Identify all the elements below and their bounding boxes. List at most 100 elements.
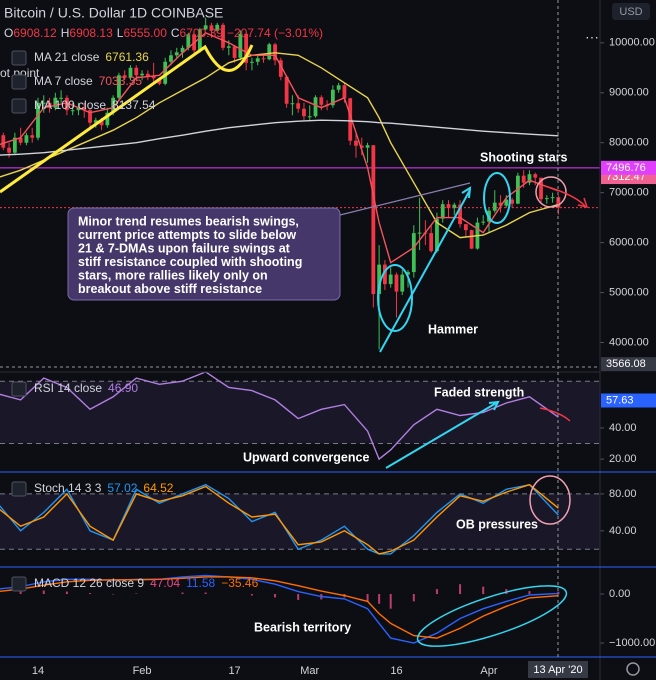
legend-name: MA 100 close xyxy=(34,98,106,112)
legend-name: MA 7 close xyxy=(34,74,93,88)
annotation: Hammer xyxy=(428,322,478,336)
histogram-bar xyxy=(204,592,207,595)
candle-body xyxy=(435,218,439,252)
ohlc-value: 6908.13 xyxy=(69,26,113,40)
legend-icon xyxy=(11,50,27,66)
series-line xyxy=(0,483,559,555)
candle-body xyxy=(128,67,133,78)
candle-body xyxy=(59,97,64,99)
legend-value: −35.46 xyxy=(221,576,258,590)
candle-body xyxy=(238,33,243,58)
candle-body xyxy=(41,102,46,104)
price-tag-label: 3566.08 xyxy=(606,358,646,370)
legend-icon xyxy=(11,98,27,114)
highlight-ellipse xyxy=(416,585,568,647)
candle-body xyxy=(122,75,127,78)
candle-body xyxy=(111,97,116,113)
histogram-bar xyxy=(366,594,369,602)
series-line xyxy=(0,483,559,555)
candle-body xyxy=(47,102,52,108)
candle-body xyxy=(359,145,364,148)
histogram-bar xyxy=(89,593,92,595)
candle-body xyxy=(383,264,387,285)
indicator-legend: Stoch 14 3 3 57.02 64.52 xyxy=(34,481,174,495)
legend-icon xyxy=(11,576,27,592)
highlight-ellipse xyxy=(483,172,511,224)
series-line xyxy=(0,574,559,644)
x-tick-label: Feb xyxy=(133,665,152,677)
legend-value: 57.02 xyxy=(107,481,137,495)
candle-body xyxy=(342,85,347,99)
date-tag xyxy=(528,661,588,678)
annotation: Upward convergence xyxy=(243,450,369,464)
annotation: Faded strength xyxy=(434,385,524,399)
candle-body xyxy=(446,204,451,209)
candle-body xyxy=(521,175,526,183)
candle-body xyxy=(221,24,225,48)
ohlc-label: O xyxy=(4,26,13,40)
candle-body xyxy=(267,44,272,60)
candle-body xyxy=(70,110,75,112)
candle-body xyxy=(82,107,87,111)
y-tick-label: 0.00 xyxy=(609,588,630,600)
ohlc-label: L xyxy=(117,26,124,40)
y-tick-label: 40.00 xyxy=(609,525,637,537)
y-tick-label: 40.00 xyxy=(609,422,637,434)
candle-body xyxy=(30,135,35,138)
legend-value: 11.58 xyxy=(186,576,215,590)
trendline-drawing xyxy=(0,44,254,194)
candle-body xyxy=(452,204,457,209)
candle-body xyxy=(550,197,555,199)
band-fill xyxy=(0,381,600,444)
candle-body xyxy=(313,97,318,117)
candle-body xyxy=(330,89,335,106)
y-tick-label: 9000.00 xyxy=(609,87,649,99)
candle-body xyxy=(377,264,382,295)
candle-body xyxy=(417,232,422,234)
ohlc-value: 6700.39 xyxy=(180,26,224,40)
settings-icon[interactable] xyxy=(626,662,640,676)
y-tick-label: 8000.00 xyxy=(609,137,649,149)
arrow-drawing xyxy=(385,401,499,469)
candle-body xyxy=(186,34,191,48)
candle-body xyxy=(544,198,549,200)
candle-body xyxy=(7,147,11,153)
histogram-bar xyxy=(528,591,531,595)
menu-dots[interactable]: ··· xyxy=(585,29,599,45)
candle-body xyxy=(533,174,538,178)
candle-body xyxy=(99,120,104,126)
annotation: Shooting stars xyxy=(480,150,568,164)
candle-body xyxy=(463,224,468,231)
candle-body xyxy=(261,58,266,60)
candle-body xyxy=(429,233,434,252)
callout-line: Minor trend resumes bearish swings, xyxy=(78,214,299,228)
candle-body xyxy=(105,112,110,126)
x-tick-label: Mar xyxy=(300,665,319,677)
callout-line: breakout above stiff resistance xyxy=(78,282,262,296)
histogram-bar xyxy=(42,590,45,595)
legend-value: 8137.54 xyxy=(112,98,156,112)
candle-body xyxy=(88,110,92,123)
symbol-title: Bitcoin / U.S. Dollar 1D COINBASE xyxy=(4,5,223,21)
candle-body xyxy=(76,107,81,111)
candle-body xyxy=(209,25,214,31)
histogram-bar xyxy=(459,584,462,595)
currency-box[interactable] xyxy=(612,3,650,20)
candle-body xyxy=(203,25,208,30)
histogram-bar xyxy=(389,594,392,609)
ohlc-change: −207.74 (−3.01%) xyxy=(227,26,323,40)
candle-body xyxy=(504,199,509,206)
candle-body xyxy=(394,274,399,292)
candle-body xyxy=(12,137,17,153)
candle-body xyxy=(151,76,156,79)
callout-line: stars, more rallies likely only on xyxy=(78,268,268,282)
histogram-bar xyxy=(412,594,415,602)
x-tick-label: 17 xyxy=(228,665,240,677)
candle-body xyxy=(36,102,40,138)
histogram-bar xyxy=(435,589,438,595)
ohlc-value: 6555.00 xyxy=(123,26,167,40)
candle-body xyxy=(93,120,98,123)
candle-body xyxy=(226,46,231,48)
histogram-bar xyxy=(274,594,277,598)
